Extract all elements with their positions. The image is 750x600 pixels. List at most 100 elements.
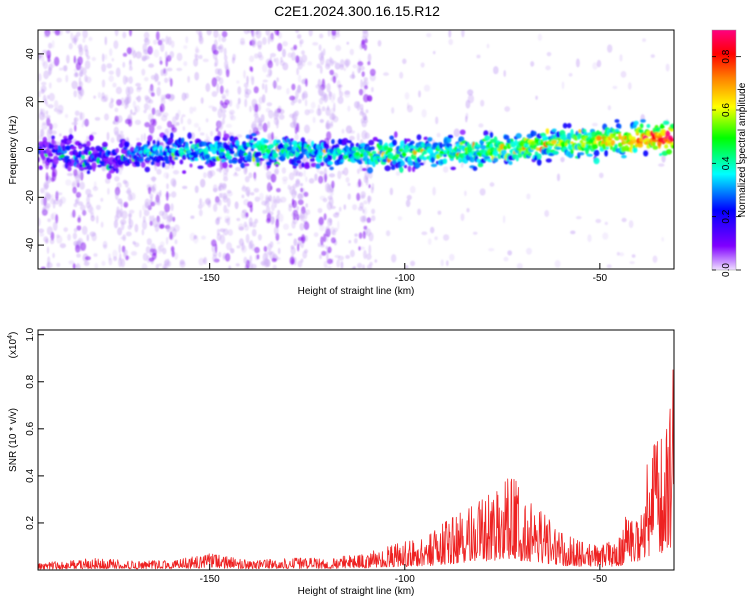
heatmap-ridge-blob — [187, 132, 192, 140]
heatmap-noise-blob — [254, 116, 261, 123]
heatmap-noise-blob — [224, 59, 229, 70]
heatmap-noise-blob — [366, 217, 372, 223]
heatmap-noise-blob — [52, 221, 58, 231]
heatmap-noise-blob — [272, 81, 278, 88]
heatmap-noise-blob — [76, 225, 82, 231]
heatmap-noise-blob — [128, 66, 133, 71]
heatmap-ridge-blob — [612, 132, 616, 137]
heatmap-speckle — [319, 119, 324, 123]
figure-title: C2E1.2024.300.16.15.R12 — [274, 3, 440, 19]
colorbar-tick-label: 0.6 — [721, 103, 732, 117]
heatmap-speckle — [352, 204, 358, 211]
heatmap-speckle — [51, 40, 55, 49]
heatmap-ridge-blob — [500, 149, 507, 156]
heatmap-noise-blob — [146, 238, 152, 246]
heatmap-noise-blob — [144, 122, 151, 128]
heatmap-noise-blob — [371, 215, 376, 222]
heatmap-speckle — [38, 217, 41, 227]
heatmap-ridge-blob — [304, 143, 308, 149]
heatmap-noise-blob — [46, 193, 52, 200]
heatmap-ridge-blob — [503, 134, 510, 140]
heatmap-speckle — [338, 206, 342, 212]
heatmap-speckle — [374, 259, 378, 263]
heatmap-speckle — [277, 247, 281, 255]
heatmap-ridge-blob — [427, 137, 433, 142]
heatmap-speckle — [546, 52, 552, 57]
heatmap-noise-blob — [358, 178, 362, 188]
heatmap-speckle — [166, 183, 169, 190]
heatmap-noise-blob — [128, 76, 133, 84]
x-tick-label: -150 — [200, 574, 220, 585]
heatmap-noise-blob — [164, 77, 169, 84]
heatmap-speckle — [316, 63, 321, 69]
heatmap-noise-blob — [46, 117, 51, 127]
heatmap-noise-blob — [160, 42, 165, 53]
heatmap-noise-blob — [360, 79, 363, 89]
snr-axes: -150 -100 -50 0.2 0.4 0.6 0.8 1.0 — [25, 327, 608, 585]
heatmap-speckle — [423, 84, 431, 92]
heatmap-noise-blob — [275, 218, 280, 229]
heatmap-speckle — [275, 57, 280, 67]
heatmap-speckle — [288, 172, 295, 181]
heatmap-speckle — [262, 63, 268, 73]
heatmap-noise-blob — [148, 257, 155, 262]
heatmap-speckle — [343, 167, 349, 176]
heatmap-speckle — [507, 250, 513, 256]
heatmap-ridge-blob — [210, 160, 216, 167]
heatmap-noise-blob — [224, 218, 229, 224]
heatmap-noise-blob — [223, 176, 228, 182]
heatmap-noise-blob — [46, 226, 53, 236]
heatmap-speckle — [68, 260, 75, 265]
heatmap-ridge-blob — [67, 166, 72, 172]
heatmap-ridge-blob — [102, 141, 108, 148]
heatmap-speckle — [43, 70, 49, 80]
heatmap-speckle — [65, 30, 71, 34]
heatmap-ridge-blob — [304, 164, 310, 170]
heatmap-speckle — [100, 197, 104, 202]
heatmap-ridge-blob — [447, 134, 454, 139]
heatmap-noise-blob — [167, 258, 170, 267]
heatmap-speckle — [104, 36, 108, 46]
y-tick-label: 0.8 — [25, 374, 36, 388]
heatmap-speckle — [183, 45, 188, 50]
heatmap-ridge-blob — [669, 123, 674, 129]
heatmap-noise-blob — [325, 226, 331, 235]
heatmap-ridge-blob — [164, 156, 169, 161]
heatmap-speckle — [619, 252, 625, 257]
heatmap-speckle — [397, 216, 403, 221]
heatmap-ridge-blob — [652, 139, 659, 143]
heatmap-ridge-blob — [618, 123, 622, 129]
heatmap-noise-blob — [52, 168, 58, 178]
heatmap-ridge-blob — [86, 140, 91, 147]
heatmap-speckle — [227, 229, 233, 236]
heatmap-speckle — [71, 80, 78, 90]
heatmap-speckle — [76, 31, 81, 37]
heatmap-speckle — [629, 261, 635, 265]
heatmap-noise-blob — [72, 209, 76, 218]
heatmap-noise-blob — [49, 238, 55, 245]
heatmap-speckle — [421, 231, 428, 236]
heatmap-speckle — [391, 253, 397, 263]
heatmap-ridge-blob — [484, 156, 491, 160]
heatmap-speckle — [81, 123, 84, 128]
heatmap-noise-blob — [318, 44, 322, 51]
heatmap-noise-blob — [303, 191, 309, 197]
heatmap-speckle — [296, 205, 300, 211]
heatmap-speckle — [199, 198, 203, 205]
heatmap-noise-blob — [80, 242, 87, 251]
heatmap-speckle — [229, 111, 234, 121]
heatmap-speckle — [225, 123, 232, 128]
heatmap-ridge-blob — [296, 160, 302, 164]
heatmap-noise-blob — [52, 252, 55, 259]
heatmap-noise-blob — [256, 40, 263, 48]
heatmap-noise-blob — [253, 175, 257, 182]
heatmap-speckle — [587, 234, 592, 243]
heatmap-noise-blob — [224, 252, 231, 262]
heatmap-noise-blob — [162, 263, 168, 269]
heatmap-noise-blob — [297, 243, 300, 252]
x-tick-label: -50 — [593, 273, 608, 284]
heatmap-ridge-blob — [165, 159, 171, 164]
heatmap-noise-blob — [364, 85, 368, 90]
heatmap-speckle — [339, 64, 345, 71]
heatmap-noise-blob — [291, 198, 295, 206]
